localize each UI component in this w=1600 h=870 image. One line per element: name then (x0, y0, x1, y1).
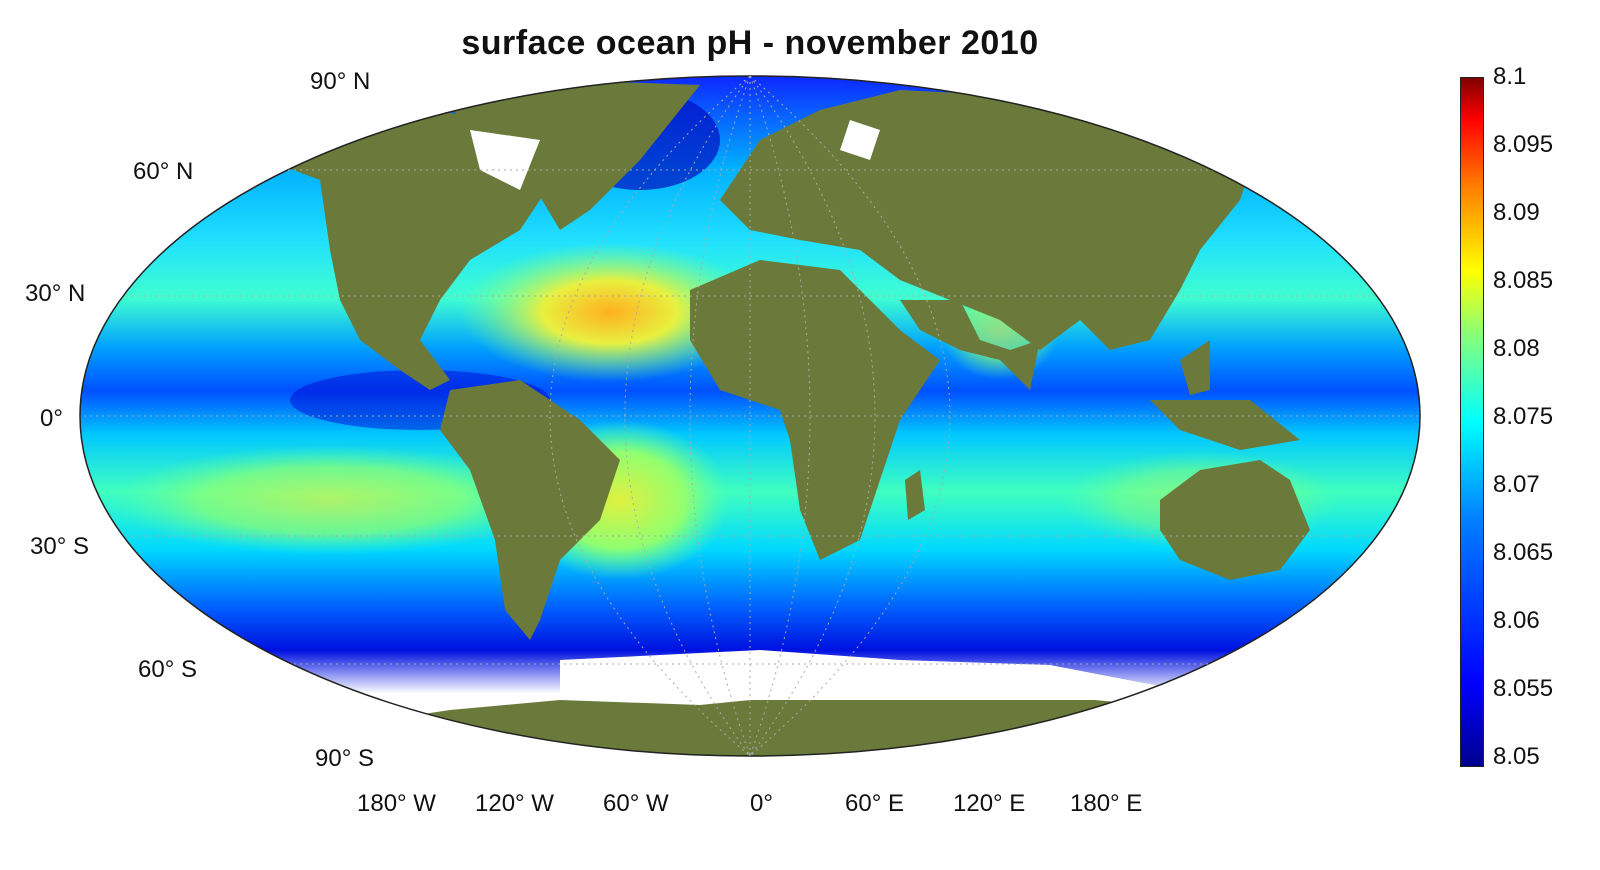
lon-label-180w: 180° W (357, 790, 436, 817)
lon-label-0: 0° (750, 790, 773, 817)
lat-label-0: 0° (40, 405, 63, 432)
lon-label-120e: 120° E (953, 790, 1026, 817)
colorbar-tick: 8.065 (1493, 539, 1554, 566)
colorbar-tick: 8.07 (1493, 471, 1540, 498)
map-title: surface ocean pH - november 2010 (461, 24, 1039, 62)
ocean-ph-field (80, 76, 1420, 756)
lon-label-60w: 60° W (603, 790, 669, 817)
lon-label-120w: 120° W (475, 790, 554, 817)
lat-label-30n: 30° N (25, 280, 86, 307)
colorbar (1460, 77, 1484, 767)
lon-label-60e: 60° E (845, 790, 904, 817)
colorbar-tick: 8.09 (1493, 199, 1540, 226)
colorbar-tick: 8.1 (1493, 63, 1527, 90)
lon-label-180e: 180° E (1070, 790, 1143, 817)
colorbar-tick: 8.08 (1493, 335, 1540, 362)
colorbar-tick: 8.055 (1493, 675, 1554, 702)
colorbar-tick: 8.085 (1493, 267, 1554, 294)
lat-label-90s: 90° S (315, 745, 374, 772)
colorbar-tick: 8.06 (1493, 607, 1540, 634)
lat-label-60s: 60° S (138, 656, 197, 683)
colorbar-tick: 8.095 (1493, 131, 1554, 158)
colorbar-tick: 8.075 (1493, 403, 1554, 430)
lat-label-90n: 90° N (310, 68, 371, 95)
lat-label-30s: 30° S (30, 533, 89, 560)
lat-label-60n: 60° N (133, 158, 194, 185)
colorbar-tick: 8.05 (1493, 743, 1540, 770)
no-data-regions (470, 120, 1180, 700)
